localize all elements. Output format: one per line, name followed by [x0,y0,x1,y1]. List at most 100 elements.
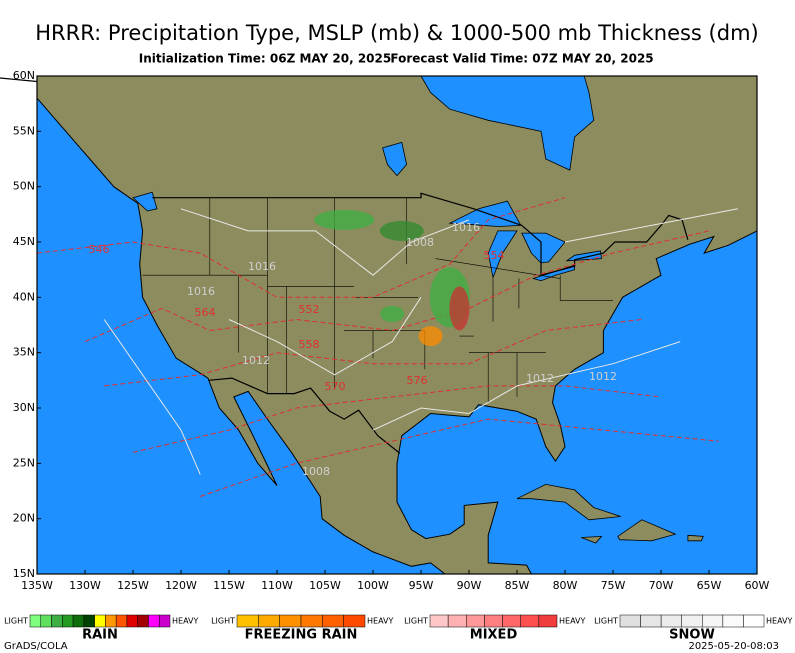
legend-swatch [137,614,149,628]
island [516,483,621,521]
thickness-contour [36,197,566,298]
legend-swatch [72,614,85,628]
land [36,75,758,575]
legend-swatch [115,614,128,628]
init-time: Initialization Time: 06Z MAY 20, 2025 [139,52,391,66]
legend-light: LIGHT [404,617,428,626]
legend-name: MIXED [470,628,518,643]
legend-name: FREEZING RAIN [245,628,358,643]
legend-swatch [484,614,503,628]
legend-swatch [343,614,366,628]
legend-swatch [105,614,117,628]
border [208,377,401,454]
water-body [487,230,518,279]
legend-swatch [640,614,662,628]
lat-label: 20N [13,512,35,525]
lon-label: 135W [21,579,53,592]
legend-swatch [447,614,467,628]
lon-label: 95W [409,579,434,592]
legend-swatch [83,614,95,628]
map-labels: 546 564 552 558 570 576 554 1016 1016 10… [89,221,618,478]
pressure-label: 1016 [248,260,276,273]
lon-label: 125W [117,579,149,592]
lon-label: 75W [601,579,626,592]
water-body [132,191,158,212]
thickness-label: 552 [299,303,320,316]
legend-swatch [466,614,485,628]
border [0,77,38,83]
legend-swatch [94,614,106,628]
legend-swatch [681,614,703,628]
pressure-label: 1012 [526,372,554,385]
pressure-label: 1008 [406,236,434,249]
footer-credit: GrADS/COLA [4,641,68,652]
pressure-label: 1008 [302,465,330,478]
legend-swatch [51,614,63,628]
lat-label: 30N [13,401,35,414]
precip-area [379,220,424,241]
lat-label: 55N [13,124,35,137]
lon-label: 70W [649,579,674,592]
legend-swatch [29,614,42,628]
lat-label: 60N [13,69,35,82]
island [617,519,677,542]
legend-swatch [148,614,160,628]
precip-area [418,326,443,347]
thickness-label: 576 [407,374,428,387]
pressure-contour [180,208,470,276]
precip-area [314,209,375,230]
water-body [382,141,408,177]
pressure-contour [103,319,201,475]
legend-heavy: HEAVY [766,617,793,626]
island [687,534,704,542]
thickness-label: 546 [89,243,110,256]
legend-light: LIGHT [594,617,618,626]
lon-label: 65W [697,579,722,592]
lat-label: 25N [13,456,35,469]
pressure-label: 1012 [242,354,270,367]
legend-swatch [300,614,323,628]
lat-label: 35N [13,346,35,359]
water-body [521,232,566,264]
lat-label: 40N [13,290,35,303]
pressure-contour [228,297,422,376]
pressure-contour [372,341,681,431]
lon-label: 90W [457,579,482,592]
thickness-label: 558 [299,338,320,351]
thickness-label: 554 [484,249,505,262]
legend-swatch [502,614,521,628]
thickness-label: 570 [325,380,346,393]
pressure-label: 1016 [187,285,215,298]
lon-label: 130W [69,579,101,592]
legend-swatch [236,614,259,628]
lon-label: 60W [745,579,770,592]
thickness-contour [104,319,642,387]
lat-label: 45N [13,235,35,248]
thickness-contour [132,385,662,453]
legend-heavy: HEAVY [172,617,199,626]
legend: LIGHT HEAVY RAIN LIGHT HEAVY FREEZING RAIN LIG… [4,614,793,643]
lon-label: 105W [309,579,341,592]
legend-heavy: HEAVY [367,617,394,626]
legend-swatch [429,614,449,628]
precip-area [449,286,470,331]
legend-swatch [660,614,682,628]
legend-light: LIGHT [4,617,28,626]
legend-swatch [279,614,302,628]
legend-swatch [158,614,171,628]
thickness-contour [200,418,719,497]
thickness-contour [84,230,710,343]
pressure-label: 1012 [589,370,617,383]
water-body [420,75,595,171]
lon-label: 85W [505,579,530,592]
legend-swatch [258,614,280,628]
legend-heavy: HEAVY [559,617,586,626]
legend-light: LIGHT [211,617,235,626]
lat-label: 50N [13,180,35,193]
legend-swatch [126,614,138,628]
valid-time: Forecast Valid Time: 07Z MAY 20, 2025 [390,52,653,66]
legend-swatch [722,614,744,628]
legend-swatch [322,614,344,628]
pressure-label: 1016 [452,221,480,234]
